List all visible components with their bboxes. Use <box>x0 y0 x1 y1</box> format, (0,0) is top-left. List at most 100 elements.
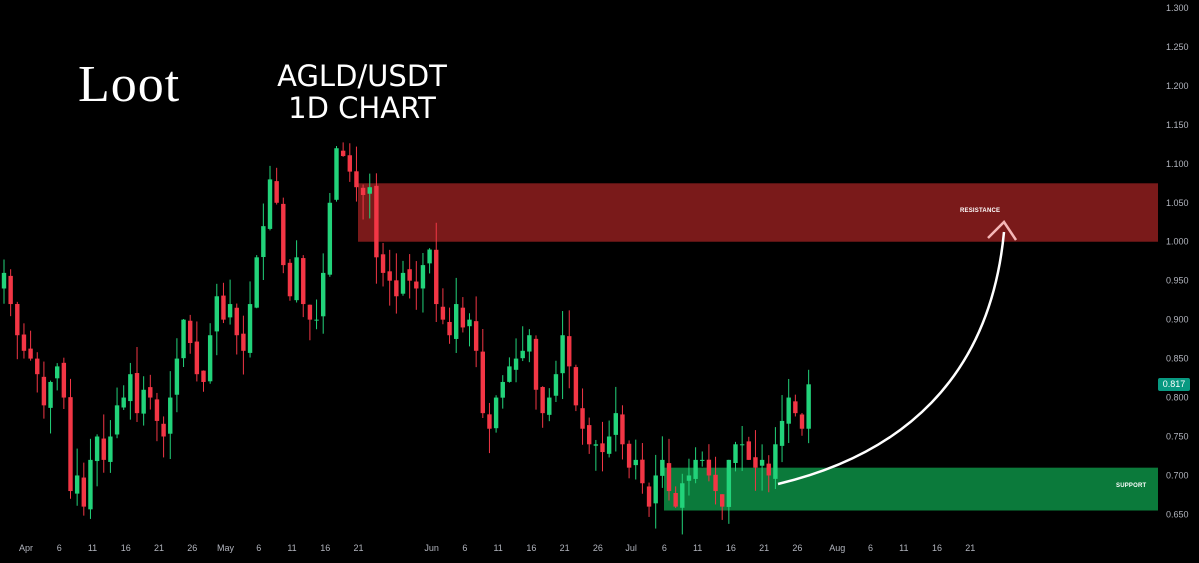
candle-body <box>247 304 253 353</box>
x-tick-label: Apr <box>19 543 33 553</box>
candle <box>527 329 532 363</box>
candle <box>720 494 725 520</box>
candle-body <box>680 483 685 508</box>
candle-body <box>394 280 399 297</box>
candle <box>267 165 273 231</box>
candle <box>560 311 565 400</box>
candle <box>580 388 585 445</box>
candle <box>620 405 625 460</box>
candle-body <box>500 381 505 398</box>
candle <box>48 380 53 434</box>
candle-body <box>573 367 579 406</box>
candle-body <box>227 304 233 318</box>
x-tick-label: 16 <box>121 543 131 553</box>
support-zone <box>664 467 1158 511</box>
candle <box>188 314 193 354</box>
candle <box>141 376 146 426</box>
candle-body <box>454 304 459 339</box>
candle-body <box>314 319 319 321</box>
candle-body <box>427 249 432 264</box>
y-tick-label: 0.800 <box>1166 393 1189 403</box>
y-tick-label: 0.850 <box>1166 354 1189 364</box>
candle <box>567 310 572 389</box>
candle <box>520 326 525 362</box>
candle <box>440 288 446 325</box>
candle <box>8 269 13 317</box>
candle <box>101 414 106 473</box>
candle-body <box>254 257 259 308</box>
candle <box>128 362 133 420</box>
y-tick-label: 0.950 <box>1166 276 1189 286</box>
candle <box>414 261 419 310</box>
x-tick-label: 26 <box>593 543 603 553</box>
candle <box>1 259 7 304</box>
candle-body <box>367 187 372 194</box>
candle-body <box>21 334 27 351</box>
candle-body <box>553 374 559 396</box>
candle-body <box>773 444 778 479</box>
candle <box>261 203 266 281</box>
candle <box>327 192 333 277</box>
chart-title-line1: AGLD/USDT <box>277 59 447 93</box>
candle-body <box>759 459 765 466</box>
candle-body <box>520 350 525 359</box>
candle <box>334 145 339 202</box>
candle-body <box>806 384 811 429</box>
candle <box>806 369 811 444</box>
candle <box>507 357 512 383</box>
candle-body <box>134 373 140 414</box>
candle-body <box>287 262 293 297</box>
candle-body <box>28 348 33 359</box>
candle <box>653 454 658 529</box>
candle <box>294 240 299 303</box>
candle <box>733 441 738 472</box>
candle <box>633 439 638 480</box>
x-tick-label: 21 <box>759 543 769 553</box>
candle <box>321 253 326 334</box>
candle-body <box>626 443 632 468</box>
candle-body <box>779 420 785 446</box>
x-tick-label: 21 <box>560 543 570 553</box>
chart-title-line2: 1D CHART <box>288 91 436 125</box>
candle <box>74 448 80 506</box>
candle <box>367 173 372 219</box>
candle-body <box>281 203 286 266</box>
candle <box>753 430 758 491</box>
candle <box>793 394 798 417</box>
resistance-label: RESISTANCE <box>960 208 1001 214</box>
candle-body <box>593 444 599 446</box>
candle-body <box>274 181 279 203</box>
candle-body <box>753 457 758 468</box>
candle <box>773 427 778 489</box>
candle <box>114 387 120 439</box>
candle <box>786 378 791 443</box>
candle-body <box>793 401 798 414</box>
x-tick-label: 16 <box>726 543 736 553</box>
candle-body <box>261 226 266 258</box>
candle <box>154 392 160 442</box>
candle-body <box>540 387 545 414</box>
candle <box>161 416 166 458</box>
y-tick-label: 0.700 <box>1166 470 1189 480</box>
candle <box>194 321 200 382</box>
candle <box>81 462 86 516</box>
candle <box>713 456 718 505</box>
candle <box>739 426 745 472</box>
x-tick-label: 11 <box>899 543 908 553</box>
candle <box>686 458 692 496</box>
candle-body <box>334 148 339 200</box>
candle-body <box>181 319 186 359</box>
candle-body <box>560 335 565 374</box>
support-label: SUPPORT <box>1116 483 1147 489</box>
candle <box>221 282 226 324</box>
candle <box>666 438 672 501</box>
candle-body <box>154 399 160 421</box>
candle <box>407 254 412 299</box>
x-tick-label: 21 <box>154 543 164 553</box>
y-tick-label: 1.100 <box>1166 159 1189 169</box>
candle <box>533 335 539 410</box>
candle-body <box>513 358 519 370</box>
candle <box>553 360 559 403</box>
